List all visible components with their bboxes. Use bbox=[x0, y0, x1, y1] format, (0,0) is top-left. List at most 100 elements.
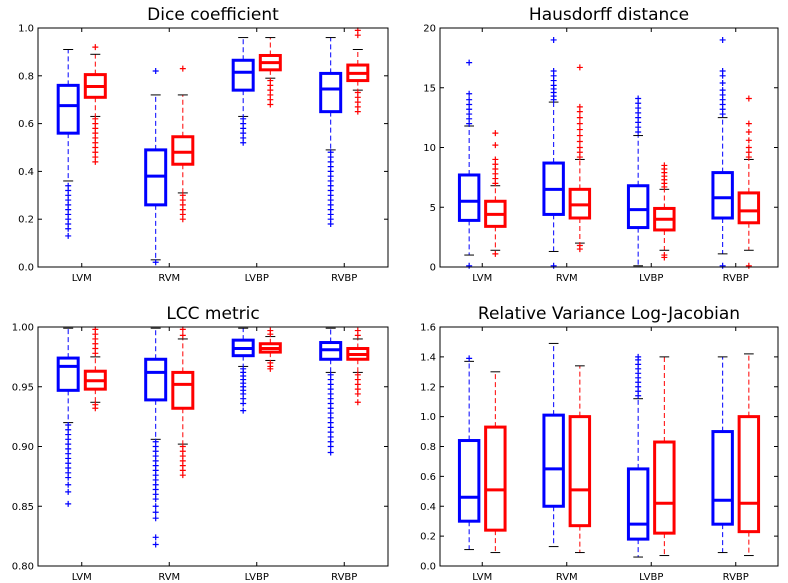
outlier-marker bbox=[152, 541, 159, 548]
outlier-marker bbox=[354, 399, 361, 406]
outlier-marker bbox=[65, 474, 72, 481]
box-blue-rvbp bbox=[711, 36, 734, 269]
iqr-box bbox=[542, 413, 565, 508]
y-tick-label: 0.95 bbox=[12, 382, 34, 393]
y-tick-label: 1.6 bbox=[420, 323, 436, 334]
x-tick-label: LVBP bbox=[639, 572, 663, 583]
x-tick-label: RVM bbox=[556, 572, 578, 583]
box-red-lvbp bbox=[653, 356, 676, 557]
y-tick-label: 0.8 bbox=[420, 442, 436, 453]
outlier-marker bbox=[179, 472, 186, 479]
outlier-marker bbox=[152, 503, 159, 510]
box-blue-rvbp bbox=[319, 37, 343, 227]
x-tick-label: RVM bbox=[556, 273, 578, 284]
outlier-marker bbox=[466, 96, 473, 103]
box-blue-lvm bbox=[457, 59, 481, 269]
outlier-marker bbox=[65, 500, 72, 507]
box-blue-lvm bbox=[56, 49, 80, 239]
iqr-box bbox=[171, 370, 195, 410]
y-tick-label: 0.6 bbox=[18, 119, 34, 130]
box-blue-rvm bbox=[144, 327, 168, 548]
outlier-marker bbox=[152, 496, 159, 503]
x-tick-label: LVM bbox=[472, 572, 492, 583]
iqr-box bbox=[626, 467, 650, 541]
x-tick-label: LVBP bbox=[245, 273, 269, 284]
x-tick-label: LVM bbox=[472, 273, 492, 284]
iqr-box bbox=[56, 356, 80, 392]
x-tick-label: RVM bbox=[158, 273, 180, 284]
y-tick-label: 0.8 bbox=[18, 71, 34, 82]
box-red-rvbp bbox=[346, 27, 370, 115]
x-tick-label: LVBP bbox=[245, 572, 269, 583]
iqr-box bbox=[626, 184, 650, 230]
x-tick-label: LVM bbox=[72, 572, 92, 583]
outlier-marker bbox=[719, 87, 726, 94]
outlier-marker bbox=[492, 250, 499, 257]
outlier-marker bbox=[576, 144, 583, 151]
iqr-box bbox=[484, 425, 507, 532]
box-blue-rvm bbox=[542, 342, 565, 548]
outlier-marker bbox=[661, 162, 668, 169]
chart-panel: Relative Variance Log-Jacobian 0.0 0.2 0.4 0… bbox=[420, 304, 779, 583]
outlier-marker bbox=[327, 443, 334, 450]
outlier-marker bbox=[152, 534, 159, 541]
outlier-marker bbox=[65, 488, 72, 495]
plot-frame bbox=[439, 27, 779, 268]
outlier-marker bbox=[179, 332, 186, 339]
y-tick-label: 20 bbox=[423, 24, 436, 35]
outlier-marker bbox=[92, 158, 99, 165]
y-tick-label: 1.0 bbox=[18, 24, 34, 35]
x-tick-label: LVM bbox=[72, 273, 92, 284]
outlier-marker bbox=[327, 220, 334, 227]
plot-frame bbox=[37, 326, 389, 567]
outlier-marker bbox=[354, 390, 361, 397]
chart-panel: Dice coefficient 0.0 0.2 0.4 0.6 0.8 1.0 LVM RVM… bbox=[18, 5, 389, 284]
box-blue-lvbp bbox=[626, 95, 650, 267]
outlier-marker bbox=[576, 246, 583, 253]
iqr-box bbox=[457, 173, 481, 222]
iqr-box bbox=[737, 191, 761, 225]
box-red-rvm bbox=[568, 365, 592, 554]
outlier-marker bbox=[179, 65, 186, 72]
iqr-box bbox=[653, 440, 676, 535]
outlier-marker bbox=[635, 353, 642, 360]
y-tick-label: 0.0 bbox=[18, 263, 34, 274]
outlier-marker bbox=[661, 254, 668, 261]
outlier-marker bbox=[152, 515, 159, 522]
box-red-rvm bbox=[568, 64, 592, 253]
x-tick-label: LVBP bbox=[639, 273, 663, 284]
y-tick-label: 0.0 bbox=[420, 562, 436, 573]
chart-title: Hausdorff distance bbox=[529, 5, 689, 25]
y-tick-label: 0.2 bbox=[18, 215, 34, 226]
outlier-marker bbox=[576, 120, 583, 127]
outlier-marker bbox=[550, 262, 557, 269]
outlier-marker bbox=[466, 59, 473, 66]
iqr-box bbox=[568, 415, 592, 528]
box-red-lvm bbox=[83, 44, 107, 165]
outlier-marker bbox=[745, 262, 752, 269]
box-red-lvm bbox=[484, 130, 507, 257]
box-red-lvbp bbox=[258, 327, 282, 372]
outlier-marker bbox=[92, 44, 99, 51]
outlier-marker bbox=[492, 130, 499, 137]
outlier-marker bbox=[745, 137, 752, 144]
outlier-marker bbox=[240, 407, 247, 414]
outlier-marker bbox=[354, 32, 361, 39]
outlier-marker bbox=[152, 259, 159, 266]
outlier-marker bbox=[92, 405, 99, 412]
iqr-box bbox=[711, 430, 734, 526]
iqr-box bbox=[56, 83, 80, 135]
outlier-marker bbox=[152, 68, 159, 75]
outlier-marker bbox=[492, 156, 499, 163]
y-tick-label: 15 bbox=[423, 83, 436, 94]
outlier-marker bbox=[745, 144, 752, 151]
plot-frame bbox=[37, 27, 389, 268]
outlier-marker bbox=[354, 108, 361, 115]
outlier-marker bbox=[466, 262, 473, 269]
outlier-marker bbox=[179, 216, 186, 223]
box-blue-lvbp bbox=[231, 327, 255, 414]
outlier-marker bbox=[719, 262, 726, 269]
y-tick-label: 0.4 bbox=[420, 502, 436, 513]
outlier-marker bbox=[550, 36, 557, 43]
